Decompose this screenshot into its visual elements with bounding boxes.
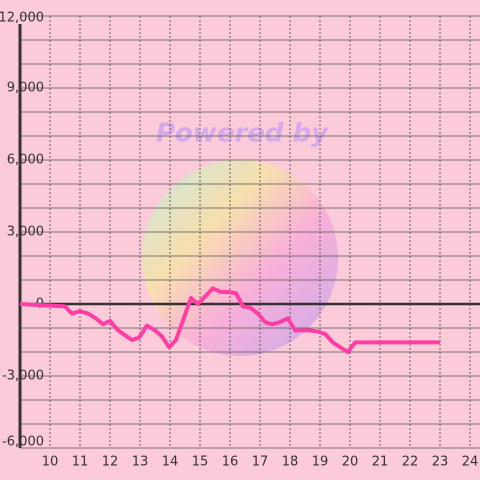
watermark-logo [142,160,338,356]
x-tick-label: 11 [72,455,89,470]
x-tick-label: 18 [282,455,299,470]
x-tick-label: 17 [252,455,269,470]
y-tick-label: 3,000 [7,225,44,240]
x-tick-label: 20 [342,455,359,470]
y-tick-label: 9,000 [7,81,44,96]
x-tick-label: 12 [102,455,119,470]
y-tick-label: 12,000 [0,11,44,26]
y-tick-label: -3,000 [2,369,44,384]
watermark-text: Powered by [156,119,329,149]
watermark: Powered by [142,119,338,356]
x-tick-label: 14 [162,455,179,470]
data-line [19,286,441,354]
x-tick-label: 19 [312,455,329,470]
x-tick-label: 24 [462,455,479,470]
x-tick-label: 21 [372,455,389,470]
x-tick-label: 10 [42,455,59,470]
x-tick-label: 13 [132,455,149,470]
x-tick-label: 16 [222,455,239,470]
x-tick-label: 15 [192,455,209,470]
x-tick-label: 22 [402,455,419,470]
x-tick-label: 23 [432,455,449,470]
y-tick-label: -6,000 [2,435,44,450]
y-tick-label: 6,000 [7,153,44,168]
